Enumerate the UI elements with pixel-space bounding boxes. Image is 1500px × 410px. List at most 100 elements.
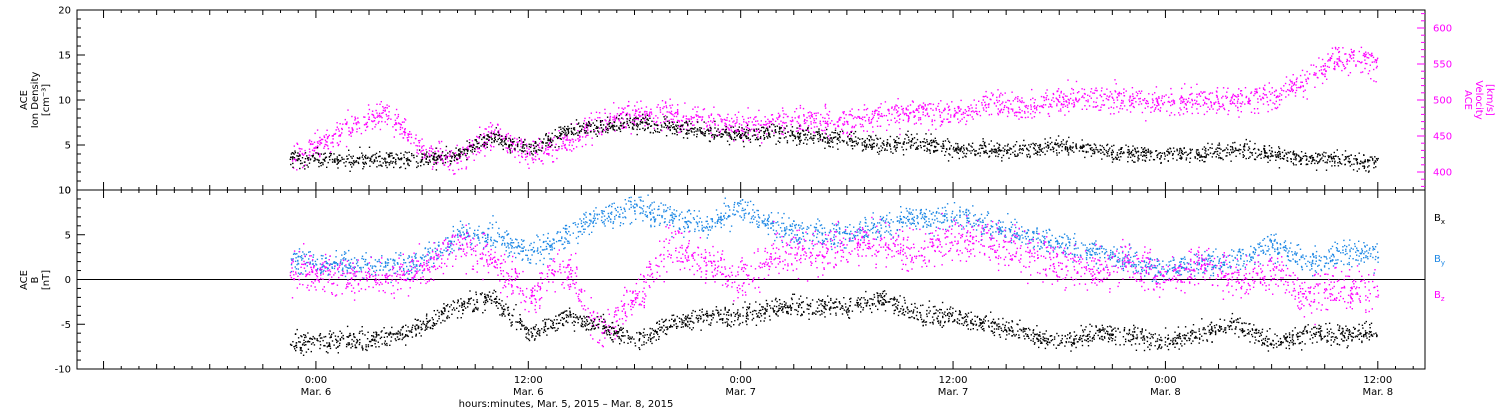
density-point [930,133,932,135]
density-point [612,125,614,127]
density-point [1141,159,1144,161]
velocity-point [1324,73,1326,75]
density-point [1159,158,1161,160]
density-point [369,160,371,162]
velocity-point [622,108,625,110]
density-point [293,153,295,155]
velocity-point [851,108,853,110]
density-point [926,147,928,150]
velocity-point [753,118,755,120]
velocity-point [408,136,410,138]
density-point [757,138,760,141]
velocity-point [549,146,551,149]
density-point [910,144,912,146]
velocity-point [551,155,553,157]
density-point [998,148,1000,151]
velocity-point [1081,88,1083,90]
density-point [1160,156,1162,158]
velocity-point [901,108,903,111]
velocity-point [1024,112,1026,114]
density-point [943,147,945,149]
velocity-point [757,133,759,136]
density-point [729,134,731,136]
density-point [1049,137,1052,139]
velocity-point [1204,96,1207,98]
velocity-point [807,112,809,114]
density-point [966,148,968,150]
velocity-point [655,121,657,124]
velocity-point [1302,90,1305,93]
density-point [1007,152,1009,154]
velocity-point [1295,84,1297,86]
density-point [336,158,338,161]
velocity-point [612,116,614,119]
velocity-point [723,118,726,121]
velocity-point [753,128,755,130]
density-point [978,148,980,150]
density-point [299,160,302,162]
density-point [740,137,742,139]
density-point [1181,150,1183,153]
velocity-point [737,130,739,133]
density-point [697,121,699,123]
velocity-point [532,161,535,164]
velocity-point [667,126,669,128]
density-point [567,128,569,131]
density-point [498,143,500,146]
velocity-point [741,115,744,118]
density-point [350,161,353,164]
density-point [1021,148,1024,150]
velocity-point [1288,83,1291,86]
velocity-point [1132,95,1134,98]
velocity-point [1116,106,1118,108]
velocity-point [318,140,320,142]
velocity-point [1254,88,1257,90]
velocity-point [1314,86,1316,88]
velocity-point [719,130,721,132]
density-point [613,121,615,123]
velocity-point [609,112,611,115]
density-point [1204,160,1206,163]
density-point [1230,149,1232,151]
velocity-point [1158,96,1160,98]
velocity-point [932,103,935,106]
velocity-point [1161,95,1163,97]
density-point [826,128,828,131]
velocity-point [538,146,540,149]
density-point [299,167,301,170]
density-point [481,144,484,146]
velocity-point [1104,93,1106,95]
density-point [554,146,556,148]
velocity-point [1052,93,1055,96]
velocity-point [728,128,730,130]
density-point [314,159,316,162]
density-point [927,143,929,145]
density-point [1061,149,1063,152]
density-point [607,129,609,131]
density-point [957,152,959,154]
velocity-point [813,112,816,115]
density-point [731,138,733,140]
velocity-point [681,126,684,128]
velocity-point [1131,87,1134,89]
density-point [798,143,801,145]
density-point [1041,148,1043,150]
density-point [539,149,541,151]
density-point [1146,151,1148,153]
velocity-point [843,117,846,119]
density-point [1006,149,1008,152]
velocity-point [662,113,664,115]
density-point [934,146,936,149]
velocity-point [1141,111,1144,114]
density-point [1065,143,1067,145]
velocity-point [407,134,409,136]
velocity-point [521,142,523,144]
density-point [1057,135,1060,137]
density-point [320,153,323,155]
density-point [864,145,866,148]
velocity-point [714,124,716,126]
velocity-point [783,126,786,129]
velocity-point [842,111,844,113]
velocity-point [717,129,719,131]
density-point [606,116,609,118]
